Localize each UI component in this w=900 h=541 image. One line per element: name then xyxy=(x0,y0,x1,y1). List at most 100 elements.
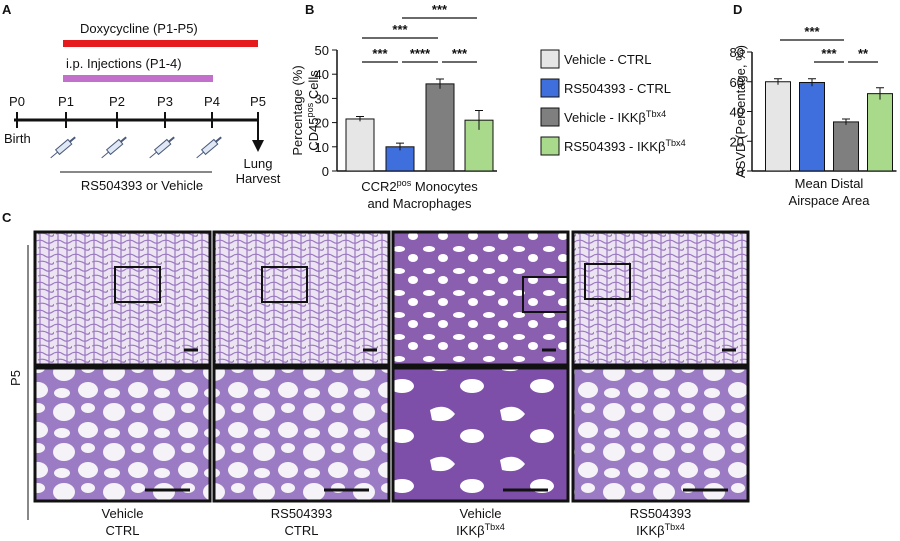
bar xyxy=(799,81,825,172)
caption: Vehicle xyxy=(460,506,502,521)
caption-part: CTRL xyxy=(106,523,140,538)
y-tick-label: 20 xyxy=(730,134,744,149)
legend-swatch xyxy=(540,49,560,69)
y-tick-label: 50 xyxy=(315,43,329,58)
error-bar xyxy=(774,78,782,85)
syringe-plunger xyxy=(168,136,175,143)
x-axis-label: and Macrophages xyxy=(367,196,472,211)
bar xyxy=(425,83,455,172)
y-tick-label: 0 xyxy=(737,164,744,179)
caption-part: Vehicle xyxy=(460,506,502,521)
syringe-plunger xyxy=(120,136,127,143)
syringe-needle xyxy=(196,151,204,159)
significance-label: ** xyxy=(858,46,869,61)
error-bar xyxy=(808,78,816,87)
bar xyxy=(385,146,415,172)
x-axis-label-part: Mean Distal xyxy=(795,176,864,191)
significance-label: *** xyxy=(821,46,837,61)
significance-label: **** xyxy=(410,46,431,61)
bar xyxy=(833,121,859,172)
y-tick-label: 20 xyxy=(315,116,329,131)
y-axis-label-part: pos xyxy=(305,102,315,117)
panel-label: B xyxy=(305,2,314,17)
syringe-plunger xyxy=(69,136,76,143)
caption: IKKβTbx4 xyxy=(636,522,685,538)
y-tick-label: 60 xyxy=(730,75,744,90)
legend-label-part: RS504393 - IKKβ xyxy=(564,139,665,154)
x-axis-label-part: pos xyxy=(397,178,412,188)
row-label: P5 xyxy=(8,370,23,386)
birth-label: Birth xyxy=(4,131,31,146)
legend-label: RS504393 - CTRL xyxy=(564,81,671,96)
y-axis-label: ASVD (Percentage, %) xyxy=(733,45,748,178)
syringe xyxy=(50,136,76,159)
error-bar xyxy=(436,78,444,89)
injection-label: i.p. Injections (P1-4) xyxy=(66,56,182,71)
legend-label-part: Vehicle - IKKβ xyxy=(564,110,646,125)
x-axis-label: CCR2pos Monocytes xyxy=(361,178,478,194)
bar xyxy=(867,93,893,172)
syringe xyxy=(101,136,127,159)
significance-label: *** xyxy=(392,22,408,37)
harvest-arrow xyxy=(252,140,264,152)
y-axis-label-part: ASVD (Percentage, %) xyxy=(733,45,748,178)
legend-swatch xyxy=(540,136,560,156)
y-axis-label-part: Cells xyxy=(306,70,321,103)
inset-box xyxy=(584,263,631,300)
legend-label-part: RS504393 - CTRL xyxy=(564,81,671,96)
significance-label: *** xyxy=(804,24,820,39)
inset-box xyxy=(261,266,308,303)
y-axis-label: Percentage (%) xyxy=(290,65,305,155)
legend-label-part: Vehicle - CTRL xyxy=(564,52,651,67)
panel-label: C xyxy=(2,210,12,225)
day-label: P5 xyxy=(250,94,266,109)
legend-label: Vehicle - IKKβTbx4 xyxy=(564,109,666,125)
x-axis-label: Mean Distal xyxy=(795,176,864,191)
doxycycline-label: Doxycycline (P1-P5) xyxy=(80,21,198,36)
harvest-label: Harvest xyxy=(236,171,281,186)
histology-overview xyxy=(33,230,212,367)
caption-part: Tbx4 xyxy=(485,522,505,532)
syringe-body xyxy=(153,138,172,156)
harvest-label: Lung xyxy=(244,156,273,171)
day-label: P0 xyxy=(9,94,25,109)
treatment-label: RS504393 or Vehicle xyxy=(81,178,203,193)
inset-box xyxy=(522,276,569,313)
histology-zoom xyxy=(391,366,570,503)
bar xyxy=(765,81,791,172)
syringe-body xyxy=(105,138,124,156)
y-axis-label-part: CD45 xyxy=(306,117,321,150)
legend-label: RS504393 - IKKβTbx4 xyxy=(564,138,686,154)
error-bar xyxy=(356,116,364,122)
syringe-plunger xyxy=(215,136,222,143)
day-label: P4 xyxy=(204,94,220,109)
y-tick-label: 80 xyxy=(730,45,744,60)
caption-part: Vehicle xyxy=(102,506,144,521)
legend-label-part: Tbx4 xyxy=(665,138,685,148)
histology-overview xyxy=(212,230,391,367)
significance-label: *** xyxy=(452,46,468,61)
error-bar xyxy=(876,87,884,100)
caption: Vehicle xyxy=(102,506,144,521)
x-axis-label: Airspace Area xyxy=(789,193,871,208)
inset-box xyxy=(114,266,161,303)
caption-part: Tbx4 xyxy=(665,522,685,532)
legend-label-part: Tbx4 xyxy=(646,109,666,119)
x-axis-label-part: Airspace Area xyxy=(789,193,871,208)
caption: RS504393 xyxy=(630,506,691,521)
caption-part: RS504393 xyxy=(630,506,691,521)
caption: IKKβTbx4 xyxy=(456,522,505,538)
legend-swatch xyxy=(540,78,560,98)
syringe-needle xyxy=(149,151,157,159)
syringe-needle xyxy=(50,151,58,159)
y-tick-label: 30 xyxy=(315,91,329,106)
error-bar xyxy=(396,142,404,151)
caption-part: RS504393 xyxy=(271,506,332,521)
y-tick-label: 40 xyxy=(315,67,329,82)
syringe-body xyxy=(54,138,73,156)
caption-part: IKKβ xyxy=(636,523,664,538)
x-axis-label-part: CCR2 xyxy=(361,179,396,194)
day-label: P2 xyxy=(109,94,125,109)
error-bar xyxy=(842,118,850,125)
